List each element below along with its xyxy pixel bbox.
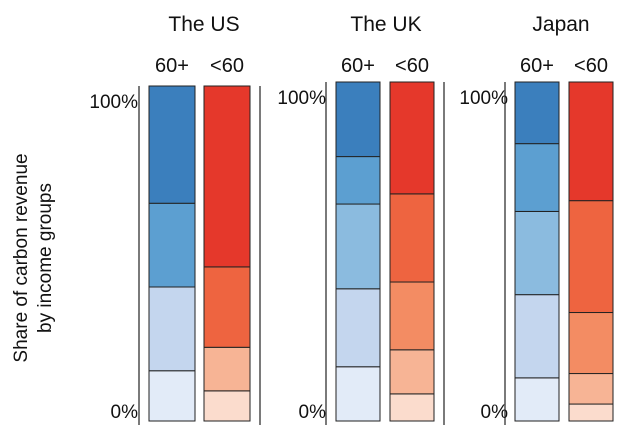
bar-segment-the-us-under-60-2 (203, 346, 251, 392)
bar-segment-the-uk-under-60-4 (389, 193, 435, 283)
bar-segment-the-us-under-60-1 (203, 390, 251, 422)
bar-segment-japan-under-60-1 (568, 403, 614, 422)
y-axis-label-line-2: by income groups (35, 183, 56, 333)
bar-segment-japan-over-60-2 (514, 294, 560, 379)
y-tick-0-japan: 0% (481, 402, 509, 423)
bar-segment-the-us-under-60-4 (203, 85, 251, 268)
bar-segment-japan-over-60-1 (514, 377, 560, 422)
bar-segment-japan-under-60-5 (568, 81, 614, 202)
panel-title-the-us: The US (168, 13, 239, 36)
y-tick-100-the-us: 100% (89, 92, 138, 113)
bar-segment-the-us-over-60-2 (148, 286, 196, 372)
bar-segment-the-uk-under-60-3 (389, 281, 435, 351)
bar-segment-japan-over-60-5 (514, 81, 560, 145)
bar-segment-the-uk-over-60-2 (335, 288, 381, 368)
bar-segment-the-us-under-60-3 (203, 266, 251, 348)
bar-segment-japan-under-60-4 (568, 200, 614, 314)
bar-segment-the-us-over-60-1 (148, 370, 196, 422)
group-label-the-us-over-60: 60+ (155, 55, 189, 77)
group-label-the-uk-under-60: <60 (395, 55, 429, 77)
bar-segment-japan-over-60-4 (514, 143, 560, 212)
panel-title-japan: Japan (532, 13, 589, 36)
group-label-japan-under-60: <60 (574, 55, 608, 77)
bar-segment-japan-under-60-3 (568, 312, 614, 375)
group-label-the-us-under-60: <60 (210, 55, 244, 77)
group-label-the-uk-over-60: 60+ (341, 55, 375, 77)
panel-title-the-uk: The UK (350, 13, 421, 36)
bar-segment-the-uk-over-60-5 (335, 81, 381, 158)
y-axis-label-line-1: Share of carbon revenue (11, 153, 32, 362)
y-tick-0-the-uk: 0% (299, 402, 327, 423)
bar-segment-the-uk-under-60-1 (389, 393, 435, 422)
bar-segment-the-uk-over-60-3 (335, 203, 381, 290)
bar-segment-the-us-over-60-3 (148, 202, 196, 288)
y-tick-100-the-uk: 100% (277, 88, 326, 109)
bar-segment-japan-under-60-2 (568, 373, 614, 405)
group-label-japan-over-60: 60+ (520, 55, 554, 77)
bar-segment-the-uk-under-60-2 (389, 349, 435, 395)
bar-segment-the-us-over-60-4 (148, 85, 196, 204)
bar-segment-japan-over-60-3 (514, 210, 560, 296)
bar-segment-the-uk-under-60-5 (389, 81, 435, 195)
y-tick-100-japan: 100% (459, 88, 508, 109)
bar-segment-the-uk-over-60-1 (335, 366, 381, 422)
bar-segment-the-uk-over-60-4 (335, 156, 381, 205)
y-tick-0-the-us: 0% (111, 402, 139, 423)
